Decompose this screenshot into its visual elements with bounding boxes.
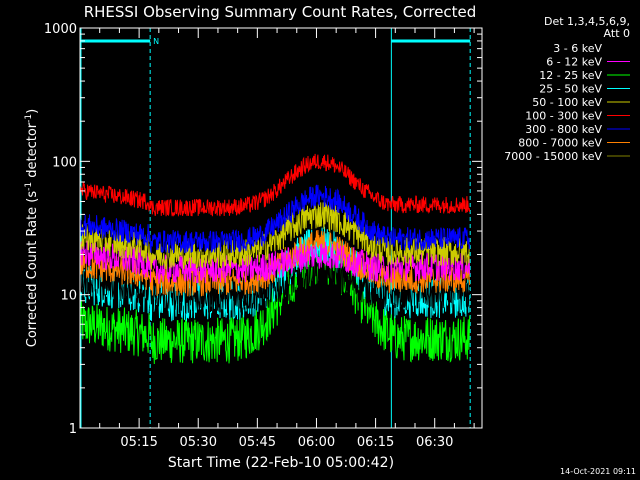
x-tick-label: 06:30 (416, 435, 453, 450)
x-tick-label: 05:15 (120, 435, 157, 450)
series-300-800-kev (80, 184, 471, 254)
series-6-12-kev (80, 240, 471, 284)
footer-date: 14-Oct-2021 09:11 (560, 467, 636, 476)
night-marker-label: N (153, 37, 159, 46)
plot-frame (79, 27, 483, 429)
x-tick-label: 05:30 (180, 435, 217, 450)
legend-entry-label: 3 - 6 keV (553, 42, 602, 55)
y-axis-label: Corrected Count Rate (s-1 detector-1) (24, 109, 40, 347)
legend-entry-label: 7000 - 15000 keV (504, 150, 602, 163)
x-axis-label: Start Time (22-Feb-10 05:00:42) (168, 455, 394, 471)
legend-entry-label: 25 - 50 keV (539, 83, 602, 96)
legend-entry-label: 12 - 25 keV (539, 69, 602, 82)
y-axis-label-mid: detector (25, 122, 40, 182)
y-axis-label-main: Corrected Count Rate (s (25, 191, 40, 348)
legend-entry-label: 800 - 7000 keV (518, 137, 602, 150)
series-12-25-kev (80, 238, 471, 365)
x-tick-label: 06:00 (298, 435, 335, 450)
night-overlays: N (80, 28, 471, 428)
legend-entry-label: 100 - 300 keV (525, 110, 602, 123)
legend-header-line-2: Att 0 (604, 27, 630, 40)
legend-entry-label: 50 - 100 keV (532, 96, 602, 109)
y-tick-label: 1 (69, 422, 77, 437)
series-layer (80, 153, 471, 365)
y-axis-label-sup2: -1 (24, 114, 34, 123)
y-tick-label: 10 (60, 289, 77, 304)
series-100-300-kev (80, 153, 471, 217)
y-tick-label: 100 (52, 155, 77, 170)
legend-entry-label: 6 - 12 keV (546, 56, 602, 69)
y-tick-label: 1000 (44, 22, 77, 37)
y-axis: 1 10 100 1000 (44, 22, 482, 437)
legend-entry-label: 300 - 800 keV (525, 123, 602, 136)
y-axis-label-sup1: -1 (24, 182, 34, 191)
x-tick-label: 06:15 (357, 435, 394, 450)
chart-title: RHESSI Observing Summary Count Rates, Co… (84, 3, 477, 21)
legend-header-line-1: Det 1,3,4,5,6,9, (544, 15, 630, 28)
y-axis-label-end: ) (25, 109, 40, 114)
x-axis: 05:15 05:30 05:45 06:00 06:15 06:30 (99, 28, 475, 450)
x-tick-label: 05:45 (239, 435, 276, 450)
